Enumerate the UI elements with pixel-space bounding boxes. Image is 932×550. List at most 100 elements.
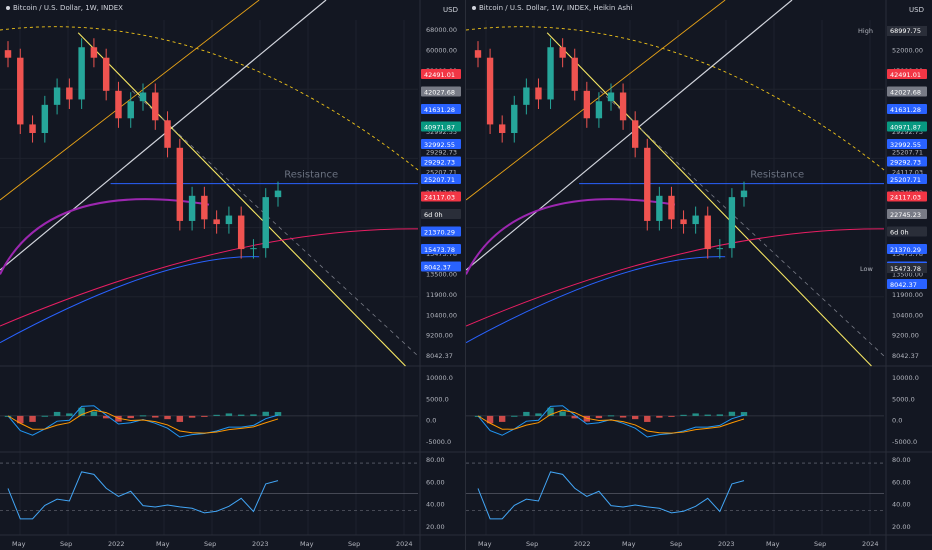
macd-histogram-bar	[499, 415, 506, 422]
macd-histogram-bar	[486, 415, 494, 424]
macd-histogram-bar	[127, 415, 134, 419]
fib-arc	[0, 26, 419, 171]
candle-body	[53, 87, 61, 105]
candle-body	[619, 92, 627, 121]
price-tag	[421, 104, 461, 114]
price-tag-label: 42027.68	[890, 89, 921, 97]
price-axis-label: 52000.00	[892, 46, 923, 54]
price-tag	[421, 191, 461, 202]
trend-line-dashed	[600, 90, 885, 357]
time-axis-label: May	[156, 540, 170, 548]
left-chart-pane[interactable]: Resistance68000.0060000.0052000.0045000.…	[0, 0, 466, 550]
macd-histogram-bar	[213, 414, 220, 416]
candle-body	[680, 219, 687, 225]
candle-body	[152, 92, 159, 121]
candle-body	[237, 215, 245, 250]
rsi-axis-label: 20.00	[892, 523, 911, 531]
candle-body	[102, 57, 110, 91]
trend-line-orange	[466, 0, 726, 201]
low-marker-label: Low	[860, 265, 873, 273]
price-axis-label: 13500.00	[426, 271, 457, 279]
macd-histogram-bar	[716, 414, 723, 416]
time-axis-label: Sep	[814, 540, 826, 548]
price-tag	[421, 174, 461, 184]
macd-histogram-bar	[66, 413, 73, 416]
candle-body	[523, 87, 530, 105]
price-axis-label: 25207.71	[892, 148, 923, 156]
price-axis-label: 32992.55	[426, 128, 457, 136]
price-axis-label: 29292.73	[426, 148, 457, 156]
rsi-axis-label: 40.00	[426, 501, 445, 509]
price-axis-label: 10400.00	[892, 311, 923, 319]
macd-histogram-bar	[188, 415, 196, 418]
candle-body	[511, 104, 518, 133]
time-axis-label: 2022	[108, 540, 125, 548]
right-chart-pane[interactable]: Resistance60000.0052000.0045000.0038500.…	[466, 0, 932, 550]
rsi-axis-label: 80.00	[892, 456, 911, 464]
macd-histogram-bar	[90, 411, 98, 416]
candle-body	[644, 147, 651, 221]
price-tag	[887, 279, 927, 289]
price-tag	[887, 139, 927, 149]
price-tag	[421, 226, 461, 237]
macd-histogram-bar	[559, 411, 566, 416]
price-axis-label: 25207.71	[426, 169, 457, 177]
symbol-title: Bitcoin / U.S. Dollar, 1W, INDEX, Heikin…	[472, 4, 632, 12]
macd-histogram-bar	[656, 415, 663, 418]
time-axis-label: May	[622, 540, 636, 548]
price-tag	[887, 121, 927, 132]
candle-body	[139, 92, 147, 102]
time-axis-label: Sep	[670, 540, 682, 548]
candle-body	[571, 57, 578, 91]
trend-line-yellow	[546, 32, 872, 367]
candle-body	[164, 120, 171, 148]
low-value-label: 15473.78	[890, 265, 921, 273]
time-axis-label: 2024	[396, 540, 413, 548]
price-axis-label: 60000.00	[426, 46, 457, 54]
candle-body	[656, 195, 663, 221]
moving-average-purple	[466, 198, 676, 275]
macd-histogram-bar	[164, 415, 171, 420]
macd-histogram-bar	[250, 414, 257, 416]
moving-average-pink	[466, 228, 885, 327]
price-tag	[887, 244, 927, 254]
status-dot-icon	[6, 6, 10, 10]
candle-body	[668, 195, 675, 220]
macd-histogram-bar	[41, 415, 49, 417]
price-tag	[887, 104, 927, 114]
left-chart-canvas[interactable]: Resistance68000.0060000.0052000.0045000.…	[0, 0, 466, 550]
macd-axis-label: 0.0	[892, 417, 902, 425]
candle-body	[4, 50, 12, 58]
macd-histogram-bar	[740, 412, 748, 416]
high-marker-label: High	[858, 27, 873, 35]
macd-histogram-bar	[29, 415, 36, 422]
price-axis-label: 15473.78	[426, 250, 457, 258]
price-tag	[887, 191, 927, 202]
candle-body	[559, 47, 566, 58]
moving-average-purple	[0, 198, 210, 275]
candle-body	[716, 248, 723, 250]
time-axis-label: Sep	[348, 540, 360, 548]
rsi-line	[7, 471, 279, 520]
trend-line-white	[466, 0, 793, 271]
candle-body	[740, 190, 748, 198]
price-tag-label: 15473.78	[424, 246, 455, 254]
time-axis-label: 2022	[574, 540, 591, 548]
price-tag	[421, 261, 461, 272]
symbol-title-text: Bitcoin / U.S. Dollar, 1W, INDEX, Heikin…	[479, 4, 633, 12]
macd-axis-label: 10000.0	[426, 374, 453, 382]
price-axis-label: 11900.00	[426, 291, 457, 299]
symbol-title-text: Bitcoin / U.S. Dollar, 1W, INDEX	[13, 4, 123, 12]
macd-axis-label: 0.0	[426, 417, 436, 425]
macd-axis-label: 5000.0	[892, 395, 915, 403]
right-chart-canvas[interactable]: Resistance60000.0052000.0045000.0038500.…	[466, 0, 932, 550]
macd-histogram-bar	[262, 411, 269, 416]
price-tag-label: 8042.37	[890, 281, 917, 289]
low-value-tag	[887, 263, 927, 273]
price-tag	[887, 69, 927, 79]
macd-histogram-bar	[53, 411, 61, 416]
candle-body	[607, 92, 615, 102]
time-axis-label: 2024	[862, 540, 879, 548]
time-axis-label: 2023	[718, 540, 735, 548]
rsi-axis-label: 60.00	[426, 478, 445, 486]
